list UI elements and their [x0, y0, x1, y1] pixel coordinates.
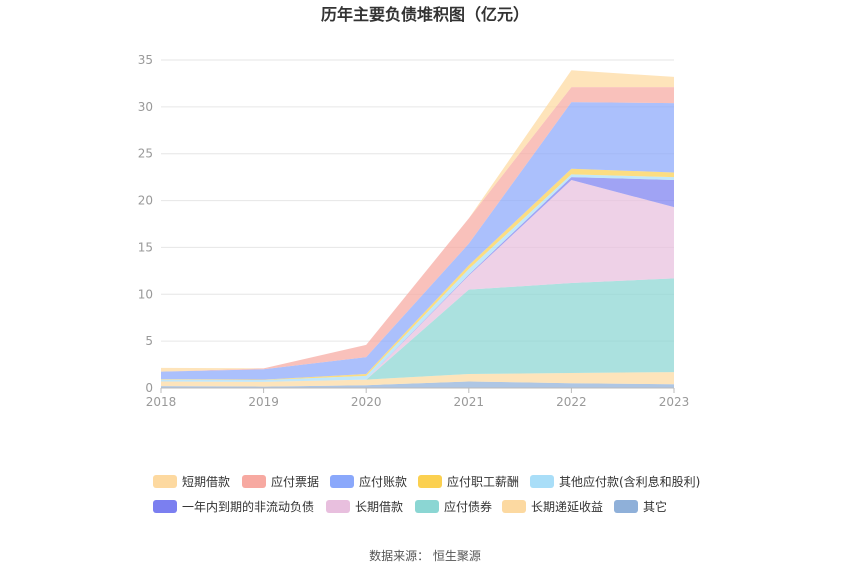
- legend-label: 一年内到期的非流动负债: [182, 499, 314, 514]
- y-tick-label: 30: [138, 100, 153, 114]
- legend-swatch: [614, 500, 638, 513]
- y-tick-label: 25: [138, 147, 153, 161]
- legend-label: 应付债券: [444, 499, 492, 514]
- legend-swatch: [326, 500, 350, 513]
- x-tick-label: 2021: [454, 395, 485, 409]
- legend-swatch: [502, 500, 526, 513]
- y-tick-label: 35: [138, 53, 153, 67]
- area-series: [161, 70, 674, 388]
- legend-swatch: [330, 475, 354, 488]
- legend-swatch: [153, 475, 177, 488]
- x-tick-label: 2018: [146, 395, 177, 409]
- legend-label: 长期借款: [355, 500, 403, 514]
- axes: 2018 2019 2020 2021 2022 2023: [146, 387, 690, 409]
- legend-label: 短期借款: [182, 475, 230, 489]
- chart-title: 历年主要负债堆积图（亿元）: [321, 5, 529, 24]
- legend-label: 应付票据: [271, 474, 319, 489]
- legend-label: 其它: [643, 499, 667, 514]
- data-source: 数据来源： 恒生聚源: [369, 548, 481, 563]
- y-tick-label: 5: [145, 334, 153, 348]
- legend-swatch: [153, 500, 177, 513]
- area-series-长期递延收益: [161, 372, 674, 387]
- legend-label: 其他应付款(含利息和股利): [559, 474, 700, 489]
- area-series-应付账款: [161, 102, 674, 380]
- area-series-其它: [161, 381, 674, 388]
- y-tick-label: 10: [138, 287, 153, 301]
- legend: 短期借款 应付票据 应付账款 应付职工薪酬 其他应付款(含利息和股利) 一年内到期的非流动…: [153, 474, 700, 514]
- legend-swatch: [415, 500, 439, 513]
- area-series-应付债券: [161, 278, 674, 382]
- x-tick-label: 2019: [248, 395, 279, 409]
- x-tick-label: 2020: [351, 395, 382, 409]
- area-series-长期借款: [161, 179, 674, 382]
- legend-swatch: [418, 475, 442, 488]
- legend-swatch: [242, 475, 266, 488]
- x-tick-label: 2022: [556, 395, 587, 409]
- y-tick-label: 15: [138, 240, 153, 254]
- legend-label: 应付账款: [359, 474, 407, 489]
- legend-label: 长期递延收益: [531, 500, 603, 514]
- y-tick-label: 20: [138, 194, 153, 208]
- legend-label: 应付职工薪酬: [447, 474, 519, 489]
- legend-swatch: [530, 475, 554, 488]
- y-tick-label: 0: [145, 381, 153, 395]
- x-tick-label: 2023: [659, 395, 690, 409]
